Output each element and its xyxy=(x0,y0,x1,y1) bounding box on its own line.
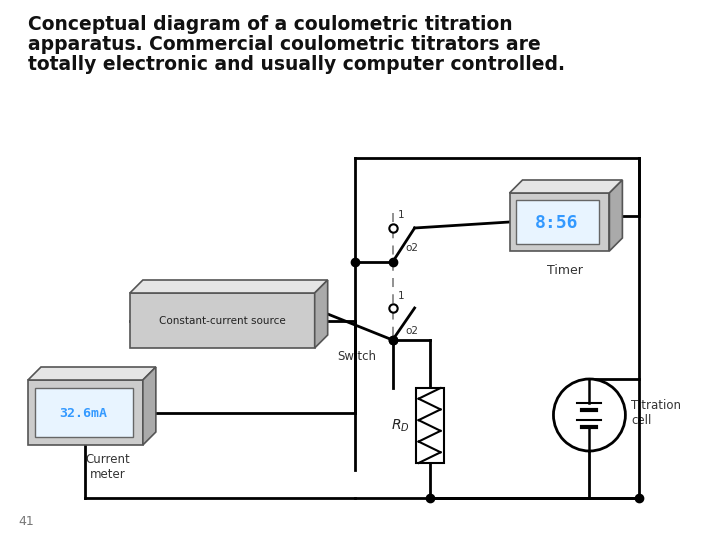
Text: 8:56: 8:56 xyxy=(535,214,578,232)
Polygon shape xyxy=(28,380,143,445)
Text: Current
meter: Current meter xyxy=(85,453,130,481)
Text: 32.6mA: 32.6mA xyxy=(60,407,107,420)
Text: o2: o2 xyxy=(405,326,418,336)
Polygon shape xyxy=(130,280,328,293)
Bar xyxy=(415,388,444,463)
Text: Switch: Switch xyxy=(338,350,377,363)
Text: 1: 1 xyxy=(397,210,404,220)
Text: 1: 1 xyxy=(397,291,404,301)
Circle shape xyxy=(554,379,626,451)
Text: totally electronic and usually computer controlled.: totally electronic and usually computer … xyxy=(28,55,565,74)
Text: o2: o2 xyxy=(405,243,418,253)
Polygon shape xyxy=(510,193,609,251)
Bar xyxy=(516,200,600,244)
Polygon shape xyxy=(510,180,622,193)
Polygon shape xyxy=(609,180,622,251)
Text: Constant-current source: Constant-current source xyxy=(159,316,286,327)
Polygon shape xyxy=(143,367,156,445)
Text: Conceptual diagram of a coulometric titration: Conceptual diagram of a coulometric titr… xyxy=(28,15,513,34)
Text: Titration
cell: Titration cell xyxy=(631,399,681,427)
Polygon shape xyxy=(130,293,315,348)
Text: Timer: Timer xyxy=(546,264,582,277)
Text: 41: 41 xyxy=(18,515,34,528)
Bar xyxy=(35,388,133,437)
Text: apparatus. Commercial coulometric titrators are: apparatus. Commercial coulometric titrat… xyxy=(28,35,541,54)
Polygon shape xyxy=(28,367,156,380)
Polygon shape xyxy=(315,280,328,348)
Text: $R_D$: $R_D$ xyxy=(391,417,410,434)
